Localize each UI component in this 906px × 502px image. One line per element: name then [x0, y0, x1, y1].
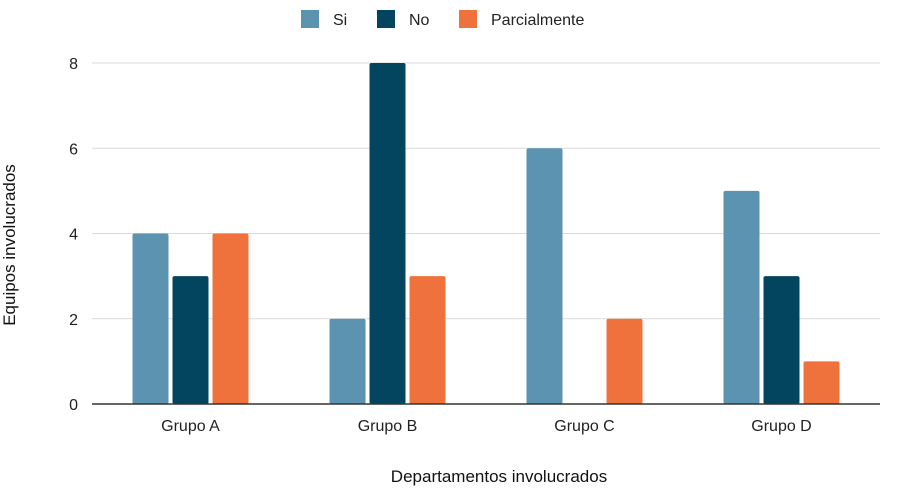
x-tick-label: Grupo C	[554, 418, 614, 435]
gridlines	[92, 62, 880, 320]
legend-swatch	[301, 10, 319, 28]
legend: Si No Parcialmente	[301, 10, 584, 29]
bar-si-grupo-c	[526, 148, 563, 404]
bar-si-grupo-d	[723, 190, 760, 404]
legend-swatch	[459, 10, 477, 28]
bar-si-grupo-b	[329, 318, 366, 404]
bar-no-grupo-a	[172, 276, 209, 404]
bar-parcialmente-grupo-d	[803, 361, 840, 404]
x-tick-labels: Grupo A Grupo B Grupo C Grupo D	[161, 418, 812, 435]
y-axis-title: Equipos involucrados	[0, 164, 19, 326]
y-tick-label: 4	[69, 227, 78, 244]
y-tick-label: 2	[69, 312, 78, 329]
bar-no-grupo-d	[763, 276, 800, 404]
bar-parcialmente-grupo-a	[212, 233, 249, 404]
y-tick-label: 8	[69, 56, 78, 73]
x-tick-label: Grupo A	[161, 418, 220, 435]
legend-label: No	[409, 12, 430, 29]
y-tick-labels: 0 2 4 6 8	[69, 56, 78, 414]
y-tick-label: 0	[69, 397, 78, 414]
bar-no-grupo-b	[369, 63, 406, 404]
bars	[132, 63, 840, 404]
x-axis-title: Departamentos involucrados	[391, 467, 607, 486]
y-tick-label: 6	[69, 141, 78, 158]
x-tick-label: Grupo D	[751, 418, 811, 435]
bar-si-grupo-a	[132, 233, 169, 404]
legend-label: Parcialmente	[491, 12, 584, 29]
legend-swatch	[377, 10, 395, 28]
bar-parcialmente-grupo-b	[409, 276, 446, 404]
bar-parcialmente-grupo-c	[606, 318, 643, 404]
legend-label: Si	[333, 12, 347, 29]
x-tick-label: Grupo B	[358, 418, 418, 435]
